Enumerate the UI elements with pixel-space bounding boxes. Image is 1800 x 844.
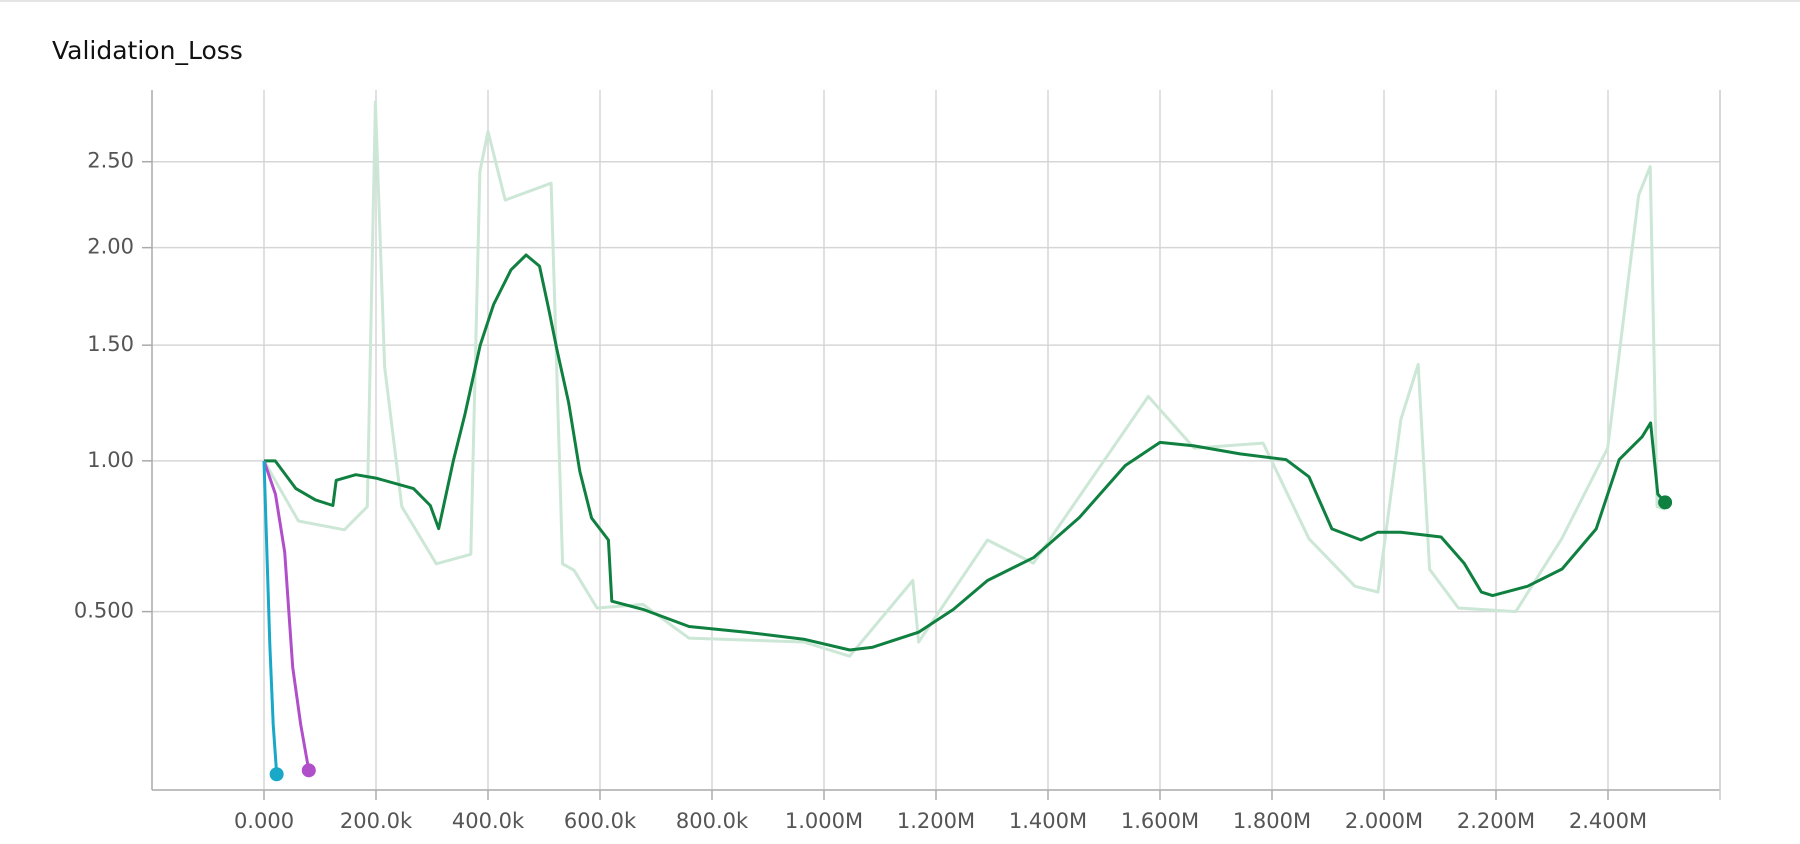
x-tick-label: 2.400M [1569, 809, 1647, 833]
y-tick-label: 1.00 [87, 448, 134, 472]
x-tick-label: 2.000M [1345, 809, 1423, 833]
y-tick-label: 2.50 [87, 149, 134, 173]
series-line [262, 100, 1666, 658]
y-tick-label: 2.00 [87, 235, 134, 259]
x-tick-label: 800.0k [676, 809, 749, 833]
x-tick-label: 1.200M [897, 809, 975, 833]
x-tick-label: 200.0k [340, 809, 413, 833]
x-tick-label: 400.0k [452, 809, 525, 833]
x-tick-label: 0.000 [234, 809, 294, 833]
x-tick-label: 600.0k [564, 809, 637, 833]
x-tick-label: 2.200M [1457, 809, 1535, 833]
x-tick-label: 1.800M [1233, 809, 1311, 833]
y-tick-label: 0.500 [74, 599, 134, 623]
series-line [262, 460, 279, 775]
end-marker [1658, 495, 1673, 510]
y-tick-label: 1.50 [87, 332, 134, 356]
x-tick-label: 1.000M [785, 809, 863, 833]
series-line [264, 253, 1667, 652]
chart-title: Validation_Loss [52, 36, 243, 65]
x-tick-label: 1.400M [1009, 809, 1087, 833]
end-marker [301, 763, 316, 778]
end-marker [269, 767, 284, 782]
x-tick-label: 1.600M [1121, 809, 1199, 833]
series-line [262, 460, 311, 771]
